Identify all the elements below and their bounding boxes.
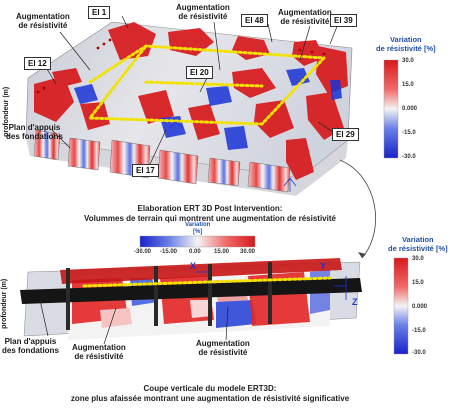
electrode-el20: El 20 [186,66,213,79]
bottom-colorbar-title: Variation de résistivité [%] [388,235,448,253]
bottom-axis-x: X [190,261,197,271]
bottom-colorbar-tick: -15.0 [412,328,426,334]
bottom-depth-axis-label: profondeur (m) [1,278,9,329]
bottom-outline-dots [82,276,332,288]
top-foundation-label: Plan d'appuis des fondations [6,123,63,141]
top-axis-glyphs [169,121,297,192]
bottom-leader-lines [39,299,229,345]
connector-arrow [339,159,376,259]
top-electrode-markers [36,38,326,94]
top-aug-center-label: Augmentation de résistivité [176,3,230,21]
bottom-colorbar-tick: 15.0 [412,280,424,286]
middle-legend-tick: 0.00 [189,249,201,255]
top-caption: Elaboration ERT 3D Post Intervention: Vo… [84,204,336,223]
bottom-aug-left-label: Augmentation de résistivité [72,343,126,361]
top-aug-right-label: Augmentation de résistivité [278,8,332,26]
top-colorbar-tick: 15.0 [402,82,414,88]
bottom-axis-y: Y [320,261,327,271]
bottom-foundation-label: Plan d'appuis des fondations [2,337,59,355]
top-colorbar-tick: 0.000 [402,106,418,112]
middle-legend-bar [139,235,256,248]
top-vertical-slices [33,129,291,193]
top-colorbar-title: Variation de résistivité [%] [376,35,436,53]
electrode-el12: El 12 [24,57,51,70]
top-colorbar [383,59,399,159]
bottom-colorbar-tick: 0.000 [412,304,428,310]
bottom-vertical-slices [66,262,272,330]
bottom-colorbar-tick: -30.0 [412,350,426,356]
bottom-aug-right-label: Augmentation de résistivité [196,339,250,357]
bottom-colorbar-tick: 30.0 [412,256,424,262]
middle-legend-tick: 15.00 [214,249,230,255]
bottom-axis-glyphs [196,271,347,300]
electrode-el1: El 1 [88,6,111,19]
electrode-el29: El 29 [332,128,359,141]
electrode-el39: El 39 [330,14,357,27]
middle-legend-tick: -30.00 [134,249,152,255]
bottom-caption: Coupe verticale du modele ERT3D: zone pl… [70,384,350,403]
bottom-axis-z: Z [352,297,358,307]
top-aug-left-label: Augmentation de résistivité [16,12,70,30]
electrode-el48: El 48 [241,14,268,27]
middle-legend-tick: 30.00 [240,249,256,255]
top-outline-dots [87,44,328,126]
top-colorbar-tick: -15.0 [402,130,416,136]
bottom-colorbar [393,257,409,355]
top-colorbar-tick: 30.0 [402,58,414,64]
middle-legend-tick: -15.00 [160,249,178,255]
electrode-el17: El 17 [132,164,159,177]
middle-legend-title: Variation [%] [185,222,211,235]
top-colorbar-tick: -30.0 [402,154,416,160]
bottom-foundation-plane [20,278,362,304]
connector-arrowhead [358,252,366,258]
